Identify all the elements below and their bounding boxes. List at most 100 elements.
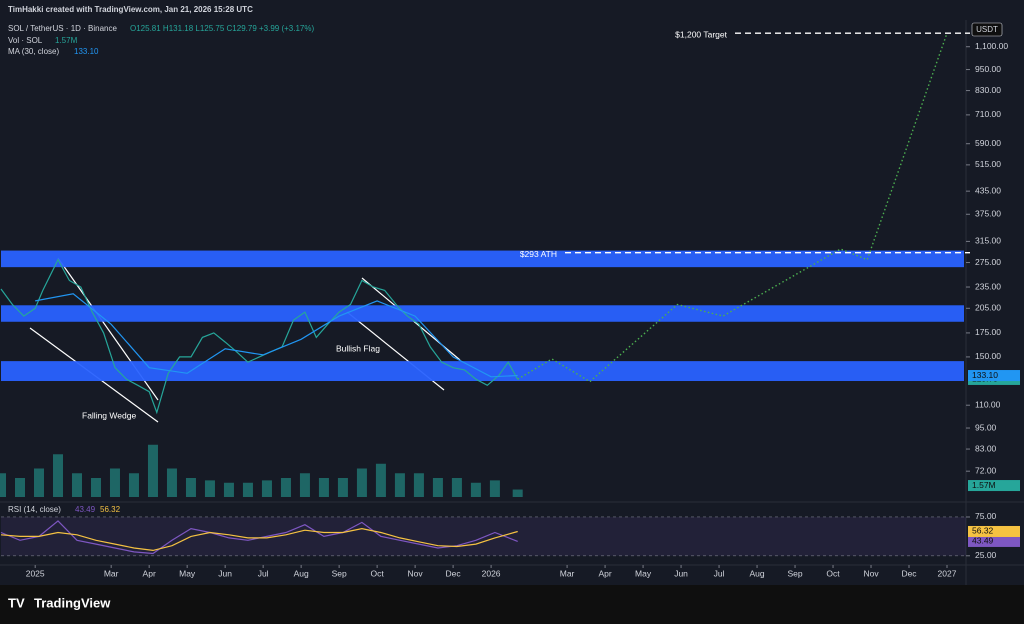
volume-bar	[90, 478, 101, 497]
y-tick-label: 25.00	[975, 550, 997, 560]
volume-bar	[166, 468, 177, 497]
y-tick-label: 1,100.00	[975, 41, 1008, 51]
price-label: 133.10	[972, 370, 998, 380]
volume-bar	[261, 480, 272, 497]
price-label: 56.32	[972, 526, 994, 536]
y-tick-label: 830.00	[975, 85, 1001, 95]
y-tick-label: 235.00	[975, 281, 1001, 291]
series-line	[0, 258, 519, 415]
volume-bar	[512, 489, 523, 497]
volume-legend: Vol · SOL	[8, 36, 43, 45]
volume-bar	[33, 468, 44, 497]
x-tick-label: Sep	[332, 568, 347, 578]
background	[0, 0, 1024, 585]
volume-bar	[413, 473, 424, 497]
ohlc: O125.81 H131.18 L125.75 C129.79 +3.99 (+…	[130, 24, 314, 33]
zone	[1, 361, 964, 382]
series-line	[0, 527, 518, 552]
x-tick-label: Dec	[901, 568, 917, 578]
x-tick-label: Sep	[787, 568, 802, 578]
x-tick-label: Jul	[258, 568, 269, 578]
y-tick-label: 275.00	[975, 257, 1001, 267]
y-tick-label: 72.00	[975, 465, 997, 475]
y-tick-label: 435.00	[975, 185, 1001, 195]
x-tick-label: Jun	[674, 568, 688, 578]
zone	[1, 305, 964, 322]
x-tick-label: Dec	[446, 568, 462, 578]
x-tick-label: Oct	[826, 568, 840, 578]
volume-legend-value: 1.57M	[55, 36, 78, 45]
x-tick-label: Nov	[863, 568, 879, 578]
ma-legend-value: 133.10	[74, 47, 99, 56]
price-label: 1.57M	[972, 480, 996, 490]
volume-bar	[185, 478, 196, 497]
volume-bar	[71, 473, 82, 497]
volume-bar	[128, 473, 139, 497]
volume-bar	[280, 478, 291, 497]
y-tick-label: 205.00	[975, 303, 1001, 313]
x-tick-label: Jun	[218, 568, 232, 578]
x-tick-label: Jul	[714, 568, 725, 578]
x-tick-label: May	[635, 568, 652, 578]
volume-bar	[432, 478, 443, 497]
x-tick-label: Aug	[749, 568, 764, 578]
y-tick-label: 83.00	[975, 443, 997, 453]
x-tick-label: May	[179, 568, 196, 578]
volume-bar	[204, 480, 215, 497]
volume-bar	[375, 463, 386, 497]
series-line	[517, 32, 948, 383]
y-tick-label: 175.00	[975, 327, 1001, 337]
x-tick-label: Apr	[598, 568, 611, 578]
rsi-band	[1, 516, 966, 556]
footer	[0, 585, 1024, 624]
x-tick-label: Nov	[408, 568, 424, 578]
x-tick-label: Apr	[143, 568, 156, 578]
volume-bar	[299, 473, 310, 497]
volume-bar	[242, 482, 253, 497]
x-tick-label: 2025	[26, 568, 45, 578]
y-tick-label: 950.00	[975, 64, 1001, 74]
volume-bar	[223, 482, 234, 497]
volume-bar	[52, 454, 63, 497]
rsi-legend-value: 43.49	[75, 505, 96, 514]
currency-box	[971, 22, 1003, 37]
volume-bar	[337, 478, 348, 497]
symbol-title: SOL / TetherUS · 1D · Binance	[8, 24, 117, 33]
ma-legend: MA (30, close)	[8, 47, 59, 56]
y-tick-label: 590.00	[975, 138, 1001, 148]
rsi-legend: RSI (14, close)	[8, 505, 61, 514]
volume-bar	[489, 480, 500, 497]
x-tick-label: Mar	[104, 568, 119, 578]
brand-logo: TV	[8, 595, 25, 610]
volume-bar	[470, 482, 481, 497]
volume-bar	[14, 478, 25, 497]
price-label-box	[968, 480, 1020, 492]
x-tick-label: Mar	[560, 568, 575, 578]
currency: USDT	[976, 25, 998, 34]
volume-bar	[451, 478, 462, 497]
rsi-ma-legend-value: 56.32	[100, 505, 121, 514]
y-tick-label: 515.00	[975, 159, 1001, 169]
x-tick-label: Oct	[371, 568, 385, 578]
y-tick-label: 315.00	[975, 236, 1001, 246]
x-tick-label: Aug	[294, 568, 309, 578]
volume-bar	[356, 468, 367, 497]
volume-bar	[394, 473, 405, 497]
volume-bar	[318, 478, 329, 497]
volume-bar	[147, 444, 158, 497]
credit: TimHakki created with TradingView.com, J…	[8, 5, 253, 14]
zone	[1, 250, 964, 268]
y-tick-label: 150.00	[975, 351, 1001, 361]
y-tick-label: 110.00	[975, 399, 1001, 409]
y-tick-label: 710.00	[975, 109, 1001, 119]
x-tick-label: 2027	[938, 568, 957, 578]
y-tick-label: 75.00	[975, 511, 997, 521]
brand: TradingView	[34, 595, 111, 610]
pattern-label: Bullish Flag	[336, 343, 380, 353]
price-label-box	[968, 370, 1020, 382]
price-label: 43.49	[972, 536, 994, 546]
target-label: $293 ATH	[520, 249, 557, 259]
pattern-label: Falling Wedge	[82, 410, 136, 420]
